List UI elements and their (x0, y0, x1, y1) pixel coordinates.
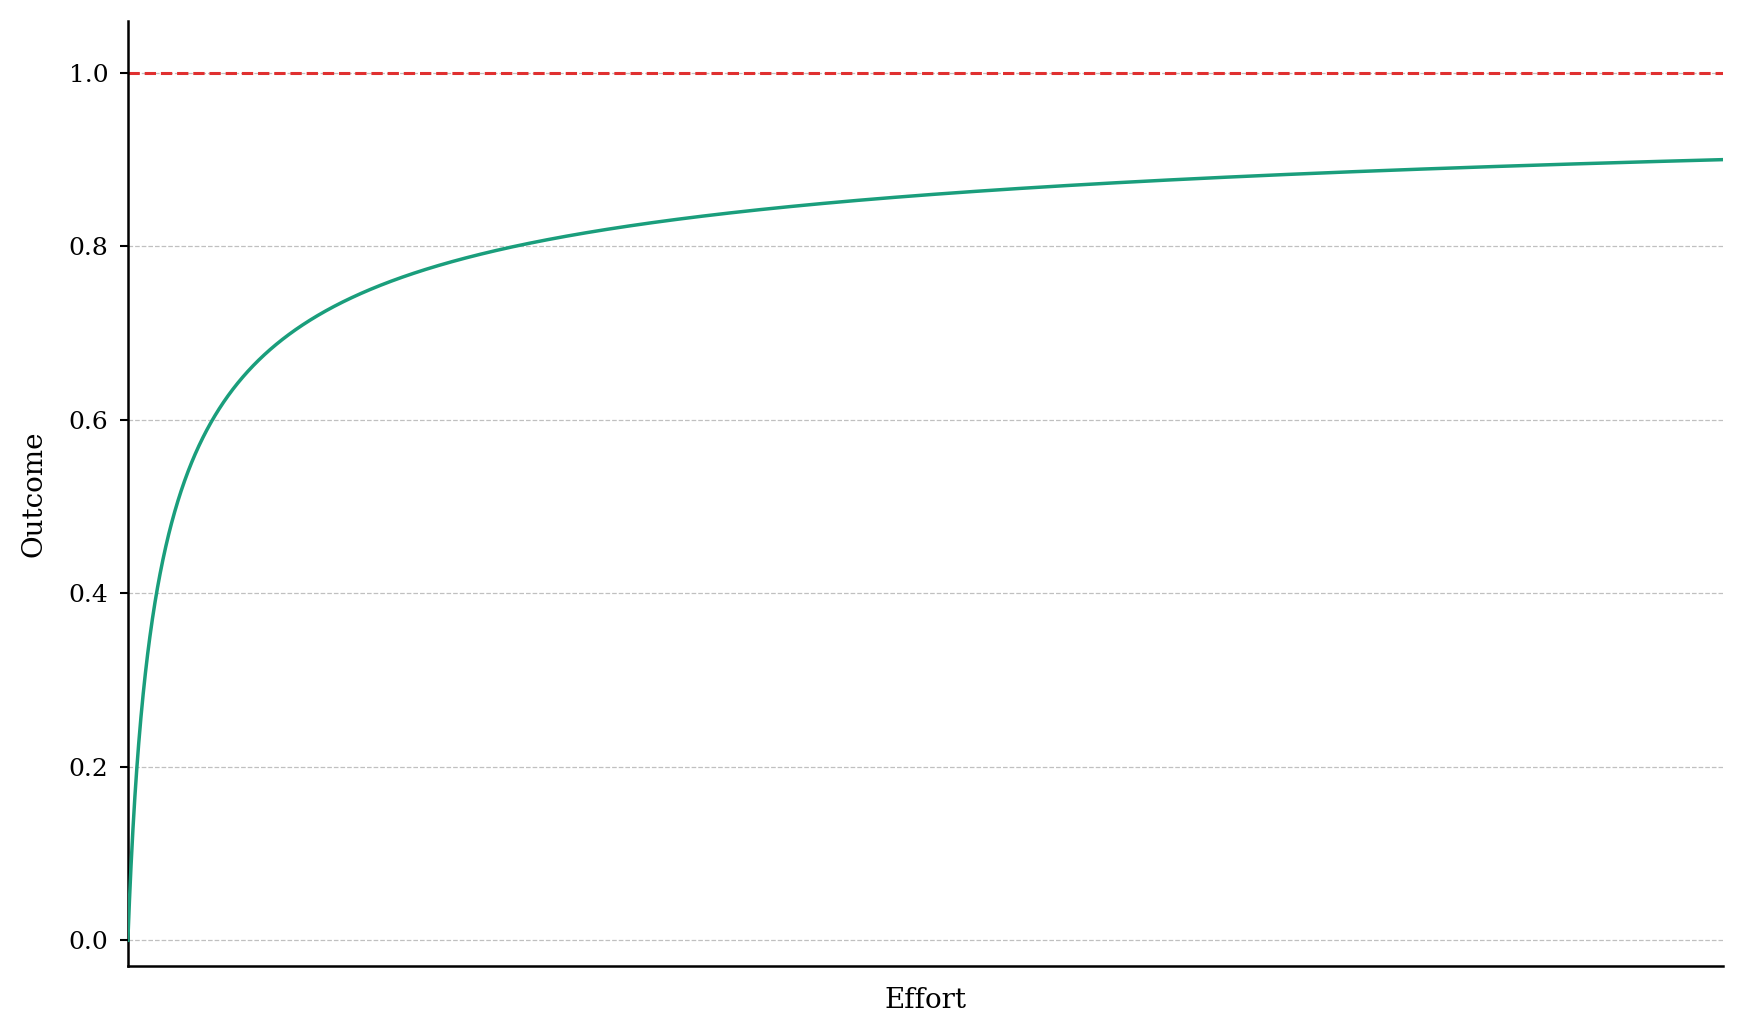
Y-axis label: Outcome: Outcome (21, 431, 47, 557)
X-axis label: Effort: Effort (884, 987, 966, 1014)
